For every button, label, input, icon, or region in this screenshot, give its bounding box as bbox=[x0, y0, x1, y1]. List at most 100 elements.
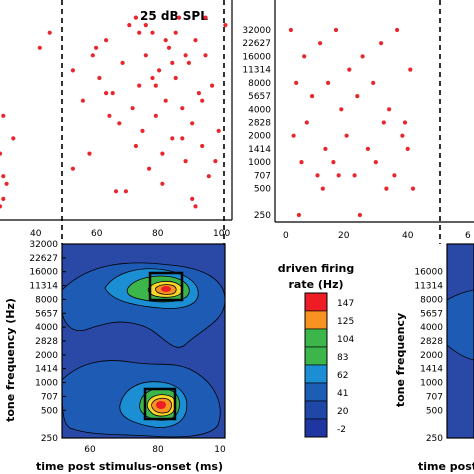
spike-dot bbox=[117, 121, 122, 126]
spike-dot bbox=[400, 133, 405, 138]
spike-dot bbox=[140, 128, 145, 133]
spike-dot bbox=[323, 146, 328, 151]
spike-dot bbox=[410, 186, 416, 191]
colorbar-swatch bbox=[304, 400, 328, 420]
colorbar-level-label: 83 bbox=[337, 353, 348, 363]
contour-peak-lower bbox=[156, 401, 166, 409]
spike-dot bbox=[70, 68, 75, 73]
spike-dot bbox=[373, 160, 378, 165]
spike-dot bbox=[310, 94, 315, 99]
raster-right-xtick: 0 bbox=[283, 231, 289, 241]
spike-dot bbox=[127, 23, 132, 28]
raster-right-ytick: 16000 bbox=[242, 52, 271, 62]
colorbar-labels: 147 125 104 83 62 41 20 -2 bbox=[337, 299, 354, 435]
contour-right-ytick: 707 bbox=[426, 392, 443, 402]
contour-right-level-20 bbox=[447, 289, 474, 361]
colorbar-level-label: 147 bbox=[337, 299, 354, 309]
spike-dot bbox=[408, 67, 413, 72]
spike-dot bbox=[11, 136, 16, 141]
contour-left-xtick: 10 bbox=[214, 445, 226, 455]
raster-left-xtick: 40 bbox=[30, 229, 42, 239]
raster-right-yticks: 32000 22627 16000 11314 8000 5657 4000 2828 2000… bbox=[242, 26, 271, 221]
contour-peak-upper bbox=[161, 286, 171, 292]
contour-left-ytick: 1414 bbox=[35, 365, 58, 375]
spike-dot bbox=[379, 41, 384, 46]
colorbar-level-label: 41 bbox=[337, 389, 348, 399]
contour-left-ytick: 2000 bbox=[35, 351, 58, 361]
raster-left-xtick: 60 bbox=[91, 229, 103, 239]
spike-dot bbox=[315, 173, 320, 178]
colorbar-swatches bbox=[304, 292, 328, 438]
spike-dot bbox=[97, 75, 102, 81]
spike-dot bbox=[381, 120, 386, 125]
spike-dot bbox=[173, 30, 178, 35]
spike-dot bbox=[173, 75, 178, 81]
contour-right-panel: 16000 11314 8000 5657 4000 2828 2000 1414 1000 70… bbox=[394, 243, 474, 473]
spike-dot bbox=[288, 27, 293, 33]
spike-dot bbox=[113, 189, 119, 194]
contour-right-ytick: 16000 bbox=[414, 268, 443, 278]
spike-dot bbox=[170, 60, 175, 65]
spike-dot bbox=[339, 107, 344, 112]
spike-dot bbox=[294, 80, 299, 85]
raster-right-ytick: 22627 bbox=[242, 39, 271, 49]
contour-left-yticks: 32000 22627 16000 11314 8000 5657 4000 2828 2000… bbox=[29, 240, 66, 444]
raster-right-xtick: 6 bbox=[465, 231, 471, 241]
spike-dot bbox=[180, 136, 185, 141]
contour-left-ytick: 16000 bbox=[29, 268, 58, 278]
raster-right-ytick: 11314 bbox=[242, 66, 271, 76]
contour-left-ytick: 2828 bbox=[35, 337, 58, 347]
raster-right-ytick: 1414 bbox=[248, 145, 271, 155]
contour-right-ytick: 2828 bbox=[420, 337, 443, 347]
colorbar-swatch bbox=[304, 418, 328, 438]
colorbar-frame bbox=[304, 292, 328, 438]
spike-dot bbox=[133, 143, 138, 149]
raster-right-xtick: 20 bbox=[338, 231, 350, 241]
raster-left-spikes bbox=[0, 15, 228, 209]
raster-left-xticks: 40 60 80 100 bbox=[30, 229, 230, 239]
raster-right-xticks: 0 20 40 6 bbox=[283, 231, 471, 241]
contour-right-ytick: 8000 bbox=[420, 295, 443, 305]
spike-dot bbox=[347, 67, 352, 72]
spike-dot bbox=[37, 45, 42, 50]
spike-dot bbox=[296, 212, 301, 218]
spike-dot bbox=[70, 166, 75, 171]
colorbar-level-label: 104 bbox=[337, 335, 354, 345]
raster-left-xtick: 100 bbox=[213, 229, 230, 239]
colorbar-swatch bbox=[304, 382, 328, 402]
spike-dot bbox=[94, 45, 99, 50]
colorbar-swatch bbox=[304, 346, 328, 366]
spike-dot bbox=[47, 30, 52, 35]
spike-dot bbox=[0, 204, 3, 209]
raster-right-ytick: 2000 bbox=[248, 132, 271, 142]
spike-dot bbox=[133, 15, 138, 20]
spike-dot bbox=[203, 15, 208, 20]
contour-left-xtick: 60 bbox=[84, 445, 96, 455]
contour-right-ytick: 4000 bbox=[420, 323, 443, 333]
contour-left-xticks: 60 80 10 bbox=[84, 445, 226, 455]
spike-dot bbox=[143, 23, 148, 28]
spike-dot bbox=[200, 143, 205, 149]
spike-dot bbox=[216, 128, 221, 133]
contour-left-ylabel: tone frequency (Hz) bbox=[4, 298, 17, 422]
raster-right-ytick: 5657 bbox=[248, 92, 271, 102]
spike-dot bbox=[206, 174, 211, 179]
spike-dot bbox=[150, 75, 155, 81]
spike-dot bbox=[210, 83, 215, 88]
contour-left-ytick: 32000 bbox=[29, 240, 58, 250]
colorbar-swatch bbox=[304, 292, 328, 312]
raster-right-ytick: 707 bbox=[254, 171, 271, 181]
contour-left-ytick: 1000 bbox=[35, 379, 58, 389]
colorbar-swatch bbox=[304, 310, 328, 330]
raster-left-title: 25 dB SPL bbox=[140, 9, 208, 23]
spike-dot bbox=[104, 91, 109, 96]
contour-right-ytick: 2000 bbox=[420, 351, 443, 361]
spike-dot bbox=[150, 30, 155, 35]
colorbar-level-label: 125 bbox=[337, 317, 354, 327]
colorbar-swatch bbox=[304, 328, 328, 348]
spike-dot bbox=[157, 68, 162, 73]
spike-dot bbox=[304, 120, 309, 125]
contour-left-ytick: 5657 bbox=[35, 309, 58, 319]
contour-left-ytick: 11314 bbox=[29, 282, 58, 292]
